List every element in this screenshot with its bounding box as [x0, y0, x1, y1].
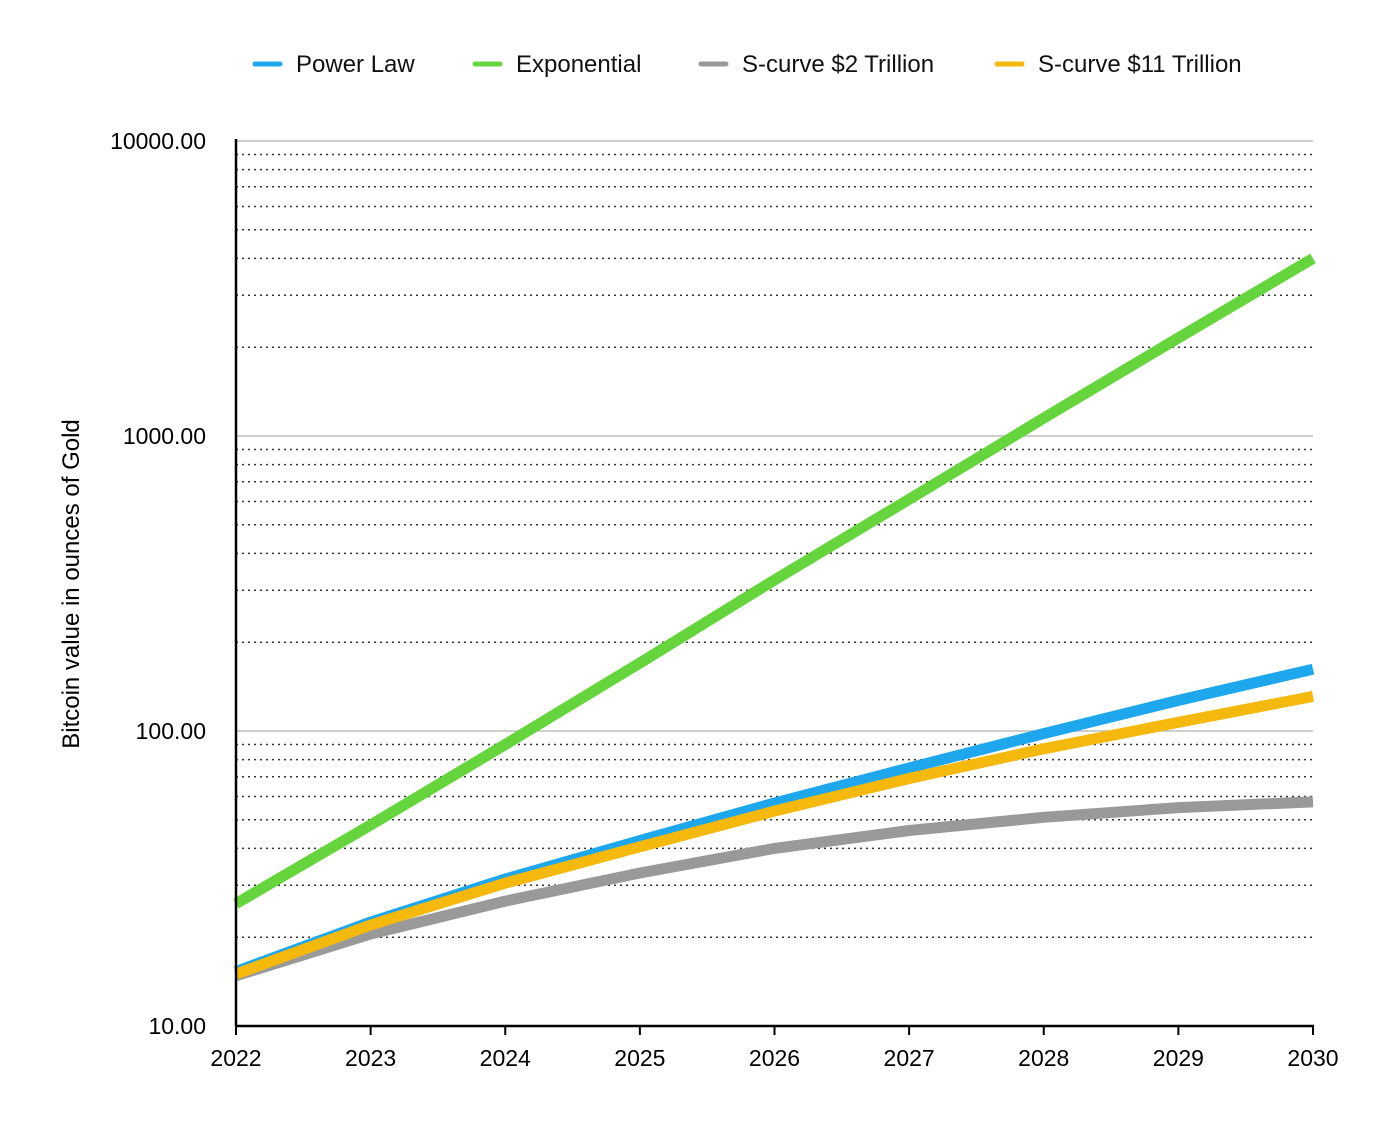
- series-line-s-curve-2-trillion: [234, 796, 1314, 982]
- series-group: [233, 253, 1316, 982]
- x-tick-label: 2024: [480, 1045, 531, 1071]
- x-tick-label: 2022: [210, 1045, 261, 1071]
- grid: [236, 140, 1313, 938]
- x-tick-label: 2026: [749, 1045, 800, 1071]
- x-tick-label: 2028: [1018, 1045, 1069, 1071]
- x-tick-label: 2030: [1287, 1045, 1338, 1071]
- axis-labels: 2022 2023 2024 2025 2026 2027 2028 2029 2030 10.0…: [58, 128, 1339, 1071]
- legend-label: S-curve $11 Trillion: [1038, 51, 1242, 78]
- y-tick-label: 10.00: [148, 1013, 206, 1039]
- y-tick-label: 10000.00: [110, 128, 206, 154]
- x-tick-label: 2023: [345, 1045, 396, 1071]
- x-tick-label: 2027: [884, 1045, 935, 1071]
- x-tick-label: 2025: [614, 1045, 665, 1071]
- axes: [234, 139, 1314, 1035]
- legend-label: Power Law: [296, 51, 415, 78]
- series-line-exponential: [233, 253, 1316, 909]
- y-tick-label: 100.00: [136, 718, 206, 744]
- legend-label: S-curve $2 Trillion: [742, 51, 934, 78]
- y-axis-title: Bitcoin value in ounces of Gold: [58, 419, 85, 749]
- x-tick-label: 2029: [1153, 1045, 1204, 1071]
- legend: Power Law Exponential S-curve $2 Trillion S…: [252, 51, 1242, 78]
- legend-label: Exponential: [516, 51, 641, 78]
- y-tick-label: 1000.00: [123, 423, 206, 449]
- series-line-s-curve-11-trillion: [234, 690, 1315, 980]
